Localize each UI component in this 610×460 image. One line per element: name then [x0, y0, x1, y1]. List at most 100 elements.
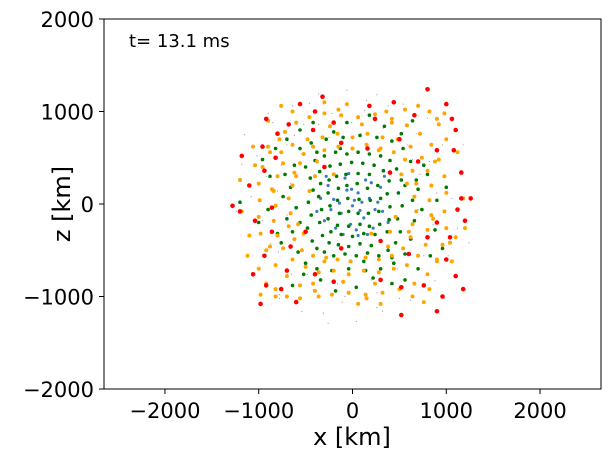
data-point [258, 301, 263, 307]
data-point [250, 196, 252, 198]
data-point [354, 228, 358, 232]
data-point [400, 204, 405, 208]
data-point [364, 142, 369, 147]
data-point [338, 162, 343, 166]
data-point [392, 261, 396, 266]
data-point [339, 113, 344, 118]
data-point [398, 230, 403, 234]
data-point [410, 299, 412, 301]
data-point [381, 168, 386, 173]
data-point [391, 150, 396, 155]
data-point [407, 144, 409, 146]
data-point [444, 190, 449, 195]
data-point [350, 234, 355, 239]
data-point [375, 135, 379, 140]
data-point [365, 146, 370, 151]
data-point [298, 128, 302, 132]
data-point [359, 122, 364, 127]
data-point [276, 190, 279, 192]
data-point [306, 200, 311, 204]
data-point [322, 219, 326, 223]
data-point [433, 159, 437, 164]
data-point [468, 242, 470, 244]
data-point [412, 194, 417, 199]
data-point [256, 181, 261, 186]
data-point [434, 116, 439, 121]
data-point [296, 250, 300, 254]
data-point [277, 251, 279, 253]
data-point [230, 203, 235, 209]
data-point [414, 209, 419, 214]
data-point [425, 172, 430, 177]
data-point [286, 196, 291, 201]
series-3-medium-dot [238, 100, 467, 306]
data-point [406, 251, 412, 257]
data-point [344, 172, 348, 177]
data-point [258, 231, 263, 236]
data-point [292, 163, 297, 167]
data-point [277, 137, 282, 142]
data-point [319, 207, 324, 212]
data-point [273, 294, 278, 299]
data-point [344, 102, 349, 107]
data-point [401, 246, 406, 251]
data-point [345, 152, 349, 156]
data-point [365, 186, 370, 191]
data-point [328, 124, 332, 129]
data-point [418, 131, 422, 136]
data-point [331, 172, 336, 177]
data-point [403, 107, 407, 112]
data-point [382, 124, 387, 129]
data-point [442, 111, 447, 116]
data-point [444, 226, 449, 231]
data-point [322, 100, 327, 105]
data-point [410, 119, 415, 123]
data-point [389, 116, 394, 121]
data-point [436, 122, 441, 127]
data-point [449, 259, 454, 264]
data-point [429, 142, 434, 147]
data-point [357, 197, 361, 202]
data-point [394, 167, 399, 171]
data-point [252, 218, 258, 223]
series-4-large-dot [230, 87, 474, 318]
data-point [263, 283, 269, 288]
data-point [296, 222, 301, 227]
data-point [393, 241, 398, 245]
data-point [363, 292, 368, 297]
data-point [350, 187, 354, 191]
data-point [335, 257, 340, 262]
data-point [269, 229, 275, 235]
data-point [410, 294, 415, 299]
data-point [290, 273, 293, 275]
data-point [331, 268, 336, 273]
data-point [270, 243, 272, 245]
data-point [468, 196, 474, 201]
data-point [399, 178, 404, 182]
data-point [373, 112, 377, 117]
data-point [291, 105, 294, 107]
data-point [376, 292, 378, 294]
data-point [428, 160, 430, 163]
data-point [318, 278, 323, 282]
data-point [410, 168, 415, 173]
data-point [333, 150, 338, 154]
data-point [261, 220, 264, 222]
data-point [253, 163, 257, 168]
data-point [373, 208, 377, 212]
data-point [303, 123, 305, 125]
data-point [326, 217, 330, 221]
data-point [301, 272, 306, 277]
data-point [290, 257, 295, 262]
data-point [238, 178, 242, 182]
data-point [389, 120, 394, 125]
data-point [432, 223, 434, 225]
data-point [290, 109, 295, 114]
data-point [436, 157, 441, 162]
data-point [442, 209, 447, 214]
data-point [390, 281, 394, 286]
data-point [290, 142, 295, 147]
data-point [440, 294, 445, 299]
data-point [429, 213, 434, 218]
data-point [327, 178, 331, 182]
